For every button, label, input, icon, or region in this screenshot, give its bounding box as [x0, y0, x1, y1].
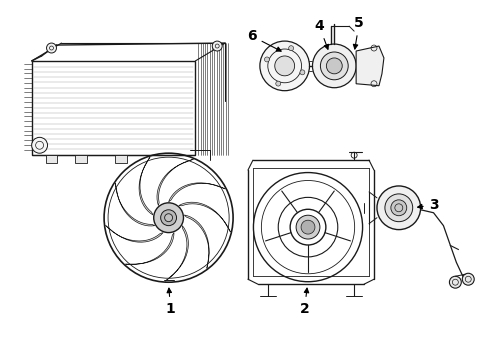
- Circle shape: [462, 273, 474, 285]
- Circle shape: [391, 200, 407, 216]
- Text: 3: 3: [417, 198, 439, 212]
- Polygon shape: [125, 233, 174, 265]
- Polygon shape: [184, 215, 209, 269]
- Circle shape: [212, 41, 222, 51]
- Circle shape: [32, 137, 48, 153]
- Circle shape: [161, 210, 176, 226]
- Circle shape: [301, 220, 315, 234]
- Polygon shape: [105, 225, 163, 242]
- Circle shape: [265, 57, 270, 62]
- Polygon shape: [115, 183, 155, 226]
- Polygon shape: [139, 157, 153, 215]
- Text: 1: 1: [166, 288, 175, 316]
- Circle shape: [449, 276, 461, 288]
- Circle shape: [326, 58, 342, 74]
- Polygon shape: [169, 183, 225, 202]
- Circle shape: [165, 214, 172, 222]
- Circle shape: [275, 56, 294, 76]
- Text: 6: 6: [247, 29, 281, 51]
- Polygon shape: [165, 226, 188, 281]
- Circle shape: [300, 70, 305, 75]
- Polygon shape: [46, 155, 57, 163]
- Text: 5: 5: [353, 16, 364, 49]
- Text: 2: 2: [300, 288, 309, 316]
- Polygon shape: [75, 155, 87, 163]
- Circle shape: [385, 194, 413, 222]
- Circle shape: [296, 215, 320, 239]
- Circle shape: [313, 44, 356, 88]
- Circle shape: [276, 81, 281, 86]
- Circle shape: [154, 203, 183, 233]
- Polygon shape: [356, 46, 384, 86]
- Polygon shape: [115, 155, 127, 163]
- Circle shape: [47, 43, 56, 53]
- Circle shape: [289, 46, 294, 51]
- Circle shape: [377, 186, 420, 230]
- Polygon shape: [179, 202, 230, 232]
- Circle shape: [260, 41, 310, 91]
- Circle shape: [320, 52, 348, 80]
- Polygon shape: [157, 159, 194, 206]
- Text: 4: 4: [315, 19, 328, 49]
